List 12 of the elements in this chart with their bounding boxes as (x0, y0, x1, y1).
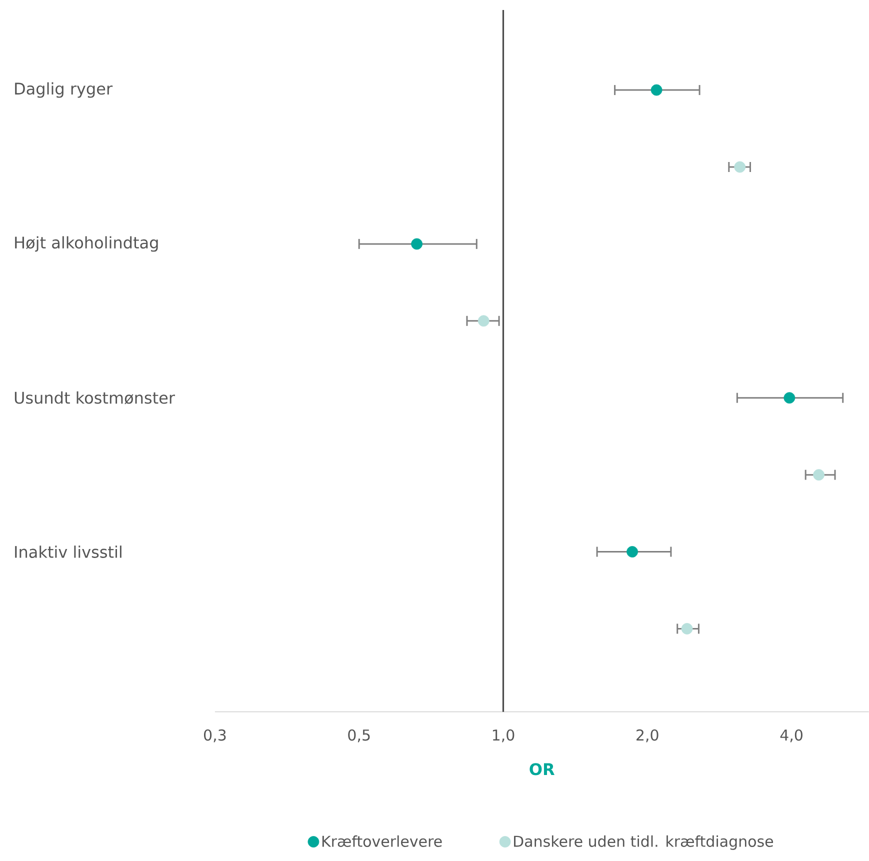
x-tick-label: 1,0 (492, 729, 514, 742)
legend-label: Kræftoverlevere (322, 835, 442, 848)
legend-label: Danskere uden tidl. kræftdiagnose (514, 835, 774, 850)
y-tick-label: Højt alkoholindtag (15, 236, 158, 252)
y-tick-label: Usundt kostmønster (14, 392, 175, 404)
x-tick-label: 0,5 (348, 729, 370, 742)
x-tick-label: 2,0 (636, 729, 658, 742)
x-tick-label: 0,3 (204, 729, 226, 742)
x-axis-title: OR (530, 763, 555, 776)
y-tick-label: Inaktiv livsstil (15, 546, 122, 558)
x-tick-label: 4,0 (780, 729, 802, 742)
y-tick-label: Daglig ryger (15, 82, 113, 98)
